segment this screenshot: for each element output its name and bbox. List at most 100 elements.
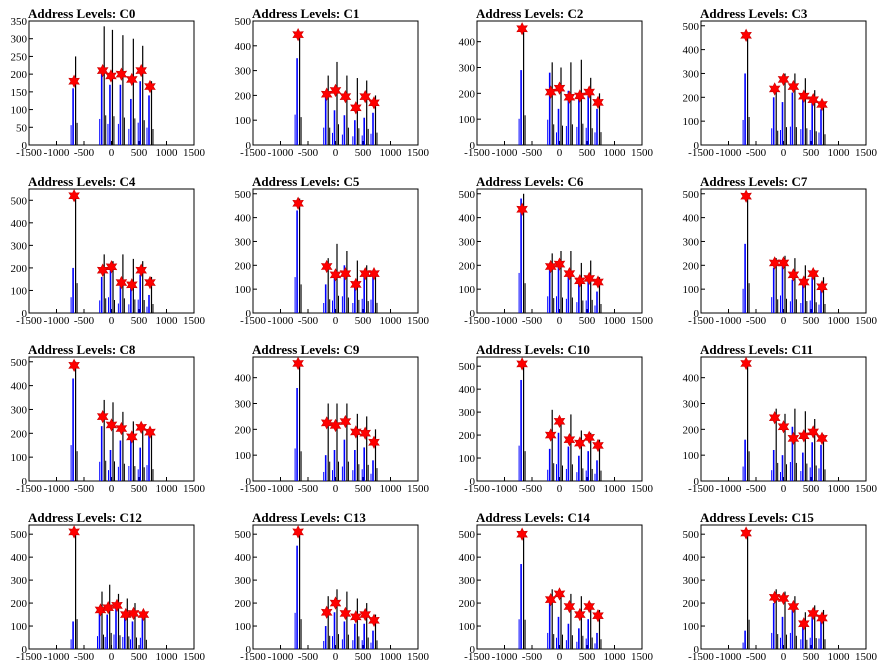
- star-marker-icon: [68, 74, 80, 88]
- y-tick-label: 300: [459, 575, 476, 587]
- x-tick-label: 1000: [156, 651, 179, 663]
- star-marker-icon: [807, 425, 819, 439]
- histogram-panel: Address Levels: C7 -1500 -1000 -500 0 500 1000…: [672, 168, 896, 336]
- y-tick-label: 100: [459, 114, 476, 126]
- x-tick-label: 1000: [828, 483, 851, 495]
- star-marker-icon: [777, 72, 790, 87]
- panel-title: Address Levels: C4: [28, 174, 136, 189]
- x-tick-label: 500: [355, 147, 372, 159]
- star-marker-icon: [553, 414, 566, 428]
- y-tick-label: 200: [11, 69, 28, 81]
- plot-frame: [700, 356, 867, 482]
- x-tick-label: -1000: [716, 483, 742, 495]
- x-tick-label: 1000: [604, 315, 627, 327]
- star-marker-icon: [68, 358, 80, 373]
- x-tick-label: -1000: [716, 651, 742, 663]
- panel-title: Address Levels: C3: [700, 6, 808, 21]
- x-tick-label: 0: [109, 147, 115, 159]
- x-tick-label: 0: [781, 147, 787, 159]
- star-marker-icon: [807, 266, 819, 281]
- star-marker-icon: [592, 438, 604, 453]
- y-tick-label: 250: [11, 51, 28, 63]
- star-marker-icon: [768, 256, 781, 270]
- plot-frame: [700, 524, 867, 650]
- star-marker-icon: [544, 428, 557, 442]
- y-tick-label: 200: [459, 260, 476, 272]
- x-tick-label: 500: [131, 483, 148, 495]
- star-marker-icon: [574, 274, 586, 288]
- plot-frame: [28, 20, 195, 146]
- histogram-panel: Address Levels: C12 -1500 -1000 -500 0 500 100…: [0, 504, 224, 672]
- x-tick-label: -500: [746, 483, 767, 495]
- x-tick-label: 1500: [631, 315, 654, 327]
- star-marker-icon: [339, 266, 352, 281]
- histogram-panel: Address Levels: C1 -1500 -1000 -500 0 500 1000…: [224, 0, 448, 168]
- x-tick-label: -1000: [492, 651, 518, 663]
- y-tick-label: 100: [235, 115, 252, 127]
- y-tick-label: 0: [246, 140, 252, 152]
- star-marker-icon: [96, 409, 109, 424]
- x-tick-label: 1000: [380, 483, 403, 495]
- x-tick-label: -1000: [492, 147, 518, 159]
- y-tick-label: 0: [694, 308, 700, 320]
- star-marker-icon: [350, 425, 362, 439]
- x-tick-label: 0: [333, 315, 339, 327]
- histogram-panel: Address Levels: C8 -1500 -1000 -500 0 500 1000…: [0, 336, 224, 504]
- star-marker-icon: [329, 83, 342, 98]
- star-marker-icon: [126, 278, 138, 292]
- star-marker-icon: [144, 275, 156, 290]
- y-tick-label: 300: [235, 66, 252, 78]
- x-tick-label: -1000: [44, 147, 70, 159]
- histogram-plot: -1500 -1000 -500 0 500 1000 1500 0 100 200 300 400 5…: [11, 356, 206, 495]
- y-tick-label: 200: [11, 598, 28, 610]
- star-marker-icon: [777, 256, 790, 270]
- histogram-plot: -1500 -1000 -500 0 500 1000 1500 0 100 200 300 400: [235, 356, 430, 495]
- x-tick-label: -500: [746, 651, 767, 663]
- x-tick-label: 500: [579, 315, 596, 327]
- star-marker-icon: [816, 97, 828, 112]
- x-tick-label: 500: [355, 651, 372, 663]
- star-marker-icon: [787, 79, 800, 94]
- star-marker-icon: [787, 268, 800, 282]
- star-marker-icon: [135, 63, 147, 78]
- x-tick-label: 1500: [855, 483, 878, 495]
- star-marker-icon: [359, 89, 371, 104]
- x-tick-label: -500: [74, 483, 95, 495]
- x-tick-label: -1000: [268, 651, 294, 663]
- star-marker-icon: [320, 259, 333, 274]
- star-marker-icon: [320, 87, 333, 101]
- x-tick-label: 1500: [407, 651, 430, 663]
- x-tick-label: -1000: [492, 315, 518, 327]
- star-marker-icon: [544, 85, 557, 99]
- x-tick-label: 0: [109, 483, 115, 495]
- y-tick-label: 300: [683, 68, 700, 80]
- star-marker-icon: [126, 72, 138, 87]
- x-tick-label: 0: [109, 315, 115, 327]
- x-tick-label: 1000: [604, 147, 627, 159]
- x-tick-label: 1000: [828, 315, 851, 327]
- panel-title: Address Levels: C9: [252, 342, 360, 357]
- x-tick-label: 1000: [380, 147, 403, 159]
- panel-title: Address Levels: C6: [476, 174, 584, 189]
- star-marker-icon: [144, 425, 156, 439]
- histogram-panel: Address Levels: C10 -1500 -1000 -500 0 500 100…: [448, 336, 672, 504]
- histogram-plot: -1500 -1000 -500 0 500 1000 1500 0 100 200 300 400 5…: [11, 524, 206, 663]
- star-marker-icon: [592, 95, 604, 110]
- histogram-panel: Address Levels: C14 -1500 -1000 -500 0 500 100…: [448, 504, 672, 672]
- star-marker-icon: [798, 89, 810, 103]
- x-tick-label: -1500: [464, 147, 490, 159]
- y-tick-label: 100: [235, 450, 252, 462]
- x-tick-label: -1000: [268, 147, 294, 159]
- star-marker-icon: [740, 28, 752, 42]
- star-marker-icon: [553, 257, 566, 271]
- y-tick-label: 400: [235, 373, 252, 385]
- y-tick-label: 0: [22, 308, 28, 320]
- y-tick-label: 500: [459, 189, 476, 201]
- star-marker-icon: [111, 598, 123, 613]
- y-tick-label: 400: [459, 384, 476, 396]
- x-tick-label: -500: [522, 315, 543, 327]
- x-tick-label: 0: [781, 483, 787, 495]
- star-marker-icon: [816, 280, 828, 294]
- y-tick-label: 200: [235, 598, 252, 610]
- panel-title: Address Levels: C0: [28, 6, 136, 21]
